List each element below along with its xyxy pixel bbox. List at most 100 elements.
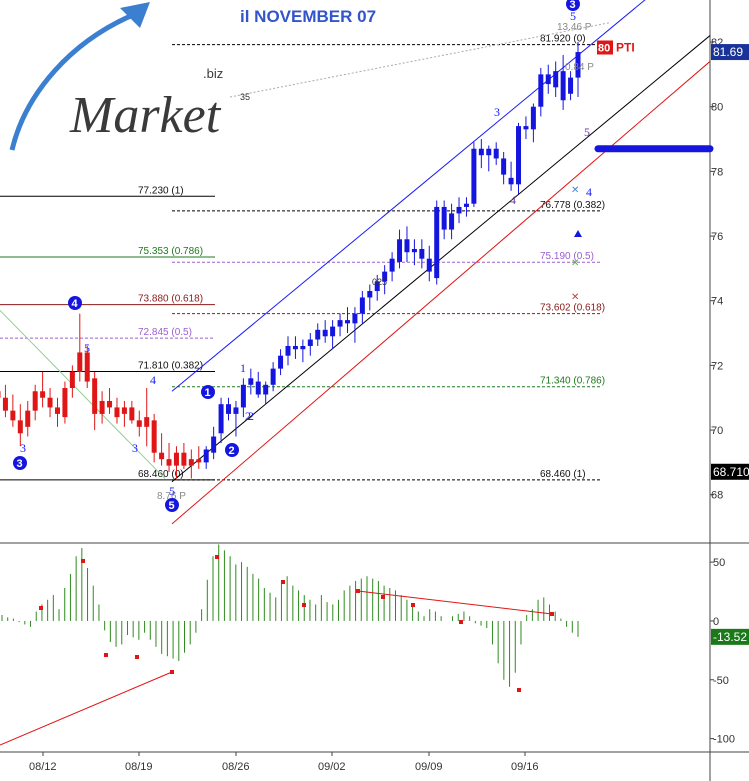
candle-body: [389, 258, 395, 272]
fib-level-label: 68.460 (1): [540, 469, 586, 480]
osc-tick-label: -50: [713, 675, 729, 687]
projection-label: 8.76 P: [157, 491, 186, 502]
green-trendline: [0, 310, 166, 479]
candle-body: [25, 410, 31, 427]
candle-body: [367, 291, 373, 298]
price-tick-label: 70: [711, 425, 723, 437]
peak-marker: [135, 655, 139, 659]
osc-tick-label: 50: [713, 557, 725, 569]
cross-marker-icon: ✕: [571, 185, 579, 196]
candle-body: [62, 388, 68, 418]
osc-tick-label: 0: [713, 616, 719, 628]
projection-label: 025: [372, 277, 387, 287]
candle-body: [69, 371, 75, 389]
candle-body: [248, 378, 254, 385]
candle-body: [255, 381, 261, 395]
logo-swoosh-arrow: [9, 9, 141, 151]
candle-body: [211, 436, 217, 453]
channel-upper-line: [171, 0, 646, 392]
secondary-price-box: [711, 463, 749, 480]
price-tick-label: 74: [711, 296, 723, 308]
circled-wave-marker: [566, 0, 580, 11]
circled-wave-marker: [201, 385, 215, 399]
market-biz-logo: Market .biz: [9, 2, 223, 151]
candle-body: [538, 74, 544, 107]
price-tick-label: 80: [711, 102, 723, 114]
chart-title: il NOVEMBER 07: [240, 7, 376, 26]
peak-marker: [170, 670, 174, 674]
wave-label: 2: [245, 409, 251, 423]
candle-body: [411, 248, 417, 253]
divergence-line: [0, 671, 173, 746]
candle-body: [203, 449, 209, 463]
cross-marker-icon: ✕: [571, 258, 579, 269]
candle-body: [337, 320, 343, 327]
candle-body: [17, 420, 23, 434]
last-price-label: 81.69: [713, 45, 743, 59]
fib-level-label: 73.880 (0.618): [138, 294, 203, 305]
candle-body: [516, 126, 522, 185]
candle-body: [32, 391, 38, 411]
peak-marker: [81, 559, 85, 563]
time-tick-label: 09/16: [511, 761, 539, 773]
candle-body: [404, 239, 410, 253]
candle-body: [2, 397, 8, 411]
candle-body: [144, 417, 150, 427]
up-triangle-icon: [574, 230, 582, 237]
peak-marker: [39, 606, 43, 610]
candle-body: [0, 391, 1, 398]
circled-wave-marker: [68, 296, 82, 310]
fib-level-label: 71.810 (0.382): [138, 361, 203, 372]
candle-body: [471, 148, 477, 204]
osc-last-box: [711, 628, 749, 645]
candle-body: [478, 148, 484, 156]
candle-body: [263, 384, 269, 395]
candle-body: [218, 404, 224, 434]
time-tick-label: 09/02: [318, 761, 346, 773]
candle-body: [226, 404, 232, 414]
circled-wave-label: 3: [17, 458, 23, 470]
candle-body: [173, 452, 179, 466]
circled-wave-marker: [13, 456, 27, 470]
wave-label: 3: [20, 441, 26, 455]
candle-body: [40, 391, 46, 398]
peak-marker: [381, 595, 385, 599]
wave-label: 3: [132, 441, 138, 455]
candle-body: [397, 239, 403, 262]
partial-label: 35: [240, 92, 250, 102]
time-tick-label: 09/09: [415, 761, 443, 773]
candle-body: [575, 52, 581, 78]
candle-body: [434, 206, 440, 279]
logo-tld: .biz: [203, 66, 223, 81]
circled-wave-label: 3: [570, 0, 576, 11]
candle-body: [322, 329, 328, 337]
osc-tick-label: -100: [713, 734, 735, 746]
candle-body: [129, 407, 135, 421]
candle-body: [278, 355, 284, 369]
circled-wave-marker: [225, 443, 239, 457]
circled-wave-marker: [165, 498, 179, 512]
wave-label: 5: [584, 125, 590, 139]
fib-level-label: 76.778 (0.382): [540, 200, 605, 211]
candle-body: [359, 297, 365, 314]
wave-label: 4: [150, 373, 156, 387]
candle-body: [568, 77, 574, 94]
peak-marker: [356, 589, 360, 593]
peak-marker: [459, 620, 463, 624]
candle-body: [330, 326, 336, 337]
osc-last-label: -13.52: [713, 630, 747, 644]
candle-body: [530, 106, 536, 130]
peak-marker: [104, 653, 108, 657]
projection-label: 13.46 P: [557, 22, 592, 33]
candle-body: [121, 407, 127, 414]
fib-level-label: 81.920 (0): [540, 34, 586, 45]
wave-label: 5: [84, 341, 90, 355]
price-tick-label: 68: [711, 490, 723, 502]
candle-body: [560, 71, 566, 101]
secondary-price-label: 68.710: [713, 465, 749, 479]
candle-body: [181, 452, 187, 466]
candle-body: [270, 368, 276, 385]
peak-marker: [281, 580, 285, 584]
